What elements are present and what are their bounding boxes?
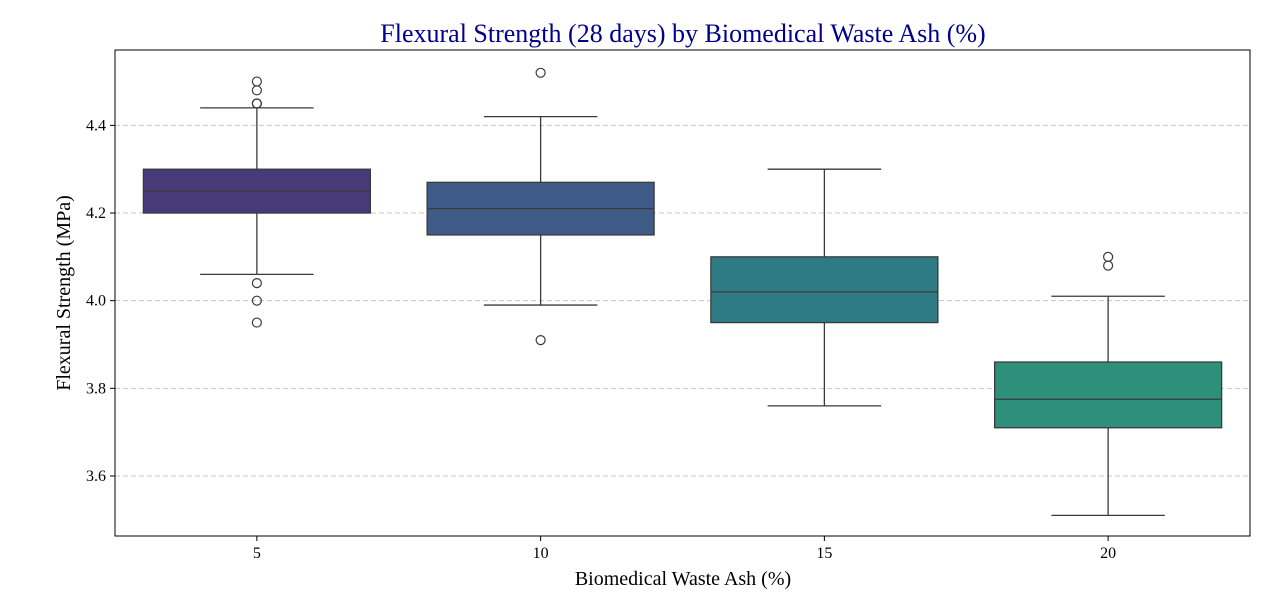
outlier-point	[251, 278, 262, 289]
outlier-point	[1103, 251, 1114, 262]
outlier-point	[251, 85, 262, 96]
x-tick-label: 10	[533, 545, 549, 562]
box-iqr	[993, 361, 1223, 429]
outlier-point	[251, 76, 262, 87]
x-axis-label: Biomedical Waste Ash (%)	[575, 568, 791, 590]
x-tick-label: 15	[816, 545, 832, 562]
y-axis-label: Flexural Strength (MPa)	[53, 195, 75, 391]
outlier-point	[251, 98, 262, 109]
y-tick-label: 4.4	[86, 117, 106, 134]
box-group-15	[710, 168, 939, 407]
box-group-10	[426, 67, 655, 346]
outlier-point	[1103, 260, 1114, 271]
x-tick-label: 5	[253, 545, 261, 562]
box-iqr	[710, 256, 939, 324]
outlier-point	[535, 67, 546, 78]
box-group-5	[142, 76, 372, 328]
plot-frame	[114, 49, 1251, 537]
chart-title: Flexural Strength (28 days) by Biomedica…	[380, 19, 985, 48]
y-tick-label: 3.6	[86, 468, 106, 485]
x-tick-label: 20	[1100, 545, 1116, 562]
y-tick-label: 3.8	[86, 380, 106, 397]
y-tick-label: 4.0	[86, 293, 106, 310]
boxes	[142, 67, 1223, 517]
outlier-point	[535, 335, 546, 346]
outlier-point	[251, 317, 262, 328]
axis-ticks: 3.6 3.8 4.0 4.2 4.4 5 10 15 20	[86, 117, 1116, 562]
outlier-point	[251, 295, 262, 306]
y-tick-label: 4.2	[86, 205, 106, 222]
box-group-20	[993, 251, 1223, 517]
